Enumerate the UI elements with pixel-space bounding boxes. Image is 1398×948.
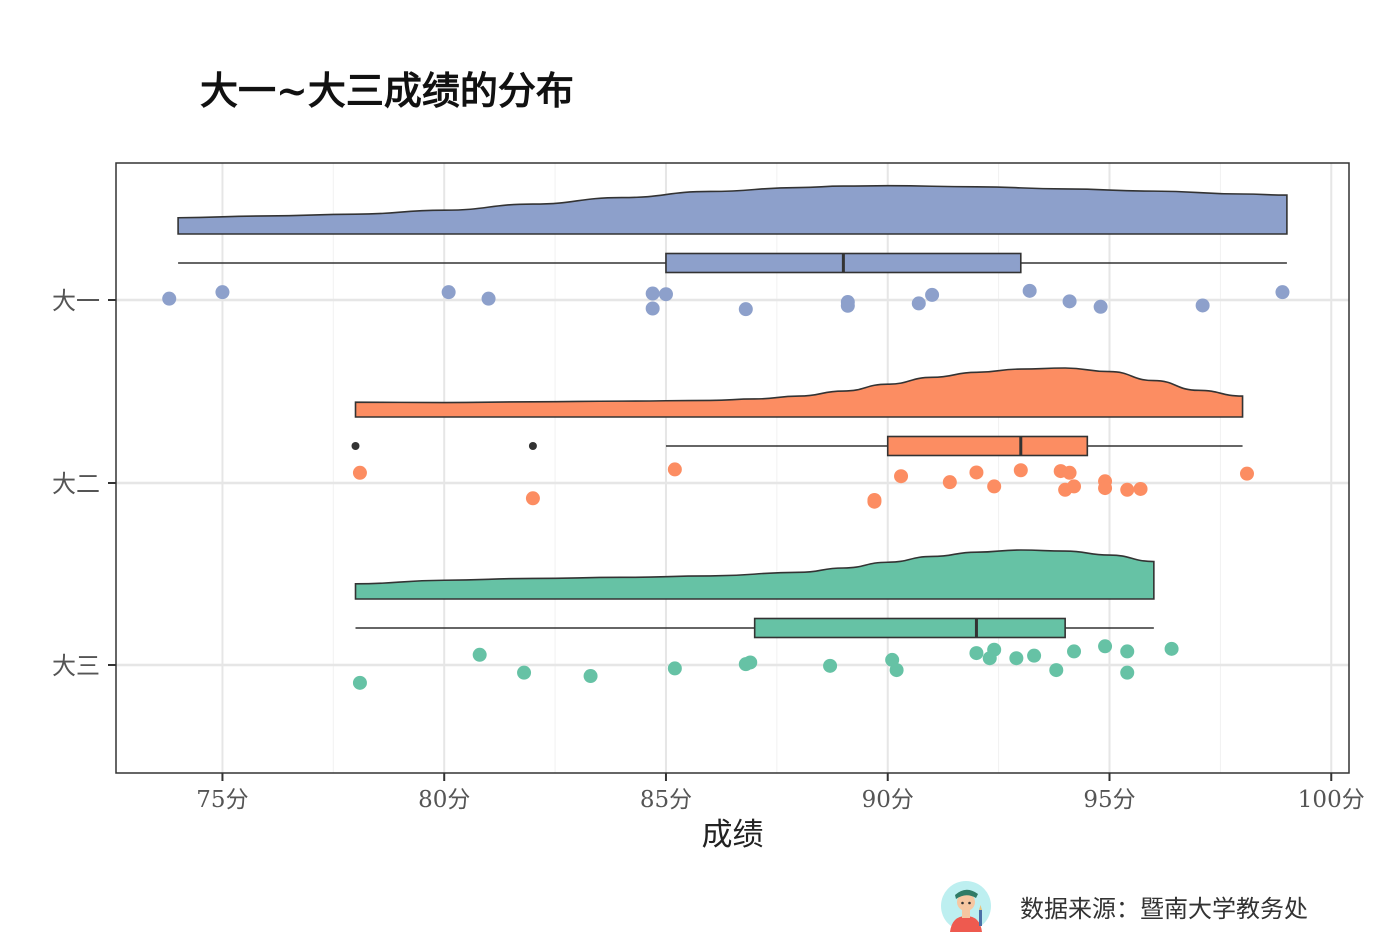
data-point — [352, 675, 367, 690]
density-2 — [354, 549, 1155, 600]
data-point — [667, 462, 682, 477]
data-point — [1120, 482, 1135, 497]
x-tick-label: 75分 — [196, 787, 248, 813]
data-point — [1098, 481, 1113, 496]
data-point — [1062, 465, 1077, 480]
footer: 数据来源：暨南大学教务处 — [940, 880, 1308, 932]
y-tick-label: 大二 — [52, 470, 100, 498]
data-point — [352, 465, 367, 480]
data-point — [162, 291, 177, 306]
data-point — [667, 661, 682, 676]
data-point — [1239, 466, 1254, 481]
x-tick-label: 95分 — [1083, 787, 1135, 813]
x-tick-label: 100分 — [1298, 787, 1365, 813]
data-point — [969, 465, 984, 480]
data-point — [1067, 479, 1082, 494]
x-tick-label: 90分 — [862, 787, 914, 813]
data-point — [1009, 651, 1024, 666]
data-point — [1133, 481, 1148, 496]
data-point — [472, 647, 487, 662]
data-point — [525, 491, 540, 506]
outlier-point — [528, 442, 537, 450]
data-point — [1027, 648, 1042, 663]
data-point — [925, 287, 940, 302]
data-point — [1013, 463, 1028, 478]
data-point — [1120, 644, 1135, 659]
data-point — [1049, 663, 1064, 678]
x-tick-label: 80分 — [418, 787, 470, 813]
data-point — [481, 291, 496, 306]
x-tick-label: 85分 — [640, 787, 692, 813]
data-point — [738, 302, 753, 317]
data-point — [441, 285, 456, 300]
data-point — [867, 493, 882, 507]
panel-border — [115, 162, 1350, 774]
data-point — [1120, 665, 1135, 680]
avatar-icon — [941, 881, 991, 932]
y-tick-label: 大一 — [52, 287, 100, 315]
y-tick-label: 大三 — [52, 652, 100, 680]
data-point — [1098, 639, 1113, 654]
x-axis-title: 成绩 — [702, 817, 764, 853]
data-point — [987, 642, 1002, 657]
outlier-point — [351, 442, 360, 450]
data-point — [517, 665, 532, 680]
data-point — [583, 669, 598, 684]
data-point — [1164, 641, 1179, 656]
data-point — [1195, 298, 1210, 313]
density-0 — [177, 184, 1288, 235]
data-point — [645, 301, 660, 316]
density-1 — [354, 367, 1244, 418]
chart-title: 大一~大三成绩的分布 — [200, 68, 574, 113]
data-source-label: 数据来源：暨南大学教务处 — [1020, 894, 1308, 923]
data-point — [1062, 294, 1077, 309]
data-point — [215, 285, 230, 300]
data-point — [645, 286, 660, 301]
data-point — [823, 658, 838, 673]
box-2 — [753, 617, 1066, 639]
data-point — [1275, 285, 1290, 300]
data-point — [969, 646, 984, 661]
data-point — [658, 287, 673, 302]
data-point — [1067, 644, 1082, 659]
data-point — [1093, 299, 1108, 314]
data-point — [1022, 283, 1037, 298]
data-point — [840, 298, 855, 313]
box-1 — [886, 435, 1089, 457]
data-point — [987, 479, 1002, 494]
data-point — [911, 296, 926, 311]
data-point — [743, 655, 758, 670]
data-point — [942, 475, 957, 490]
data-point — [894, 469, 909, 484]
data-point — [889, 663, 904, 678]
